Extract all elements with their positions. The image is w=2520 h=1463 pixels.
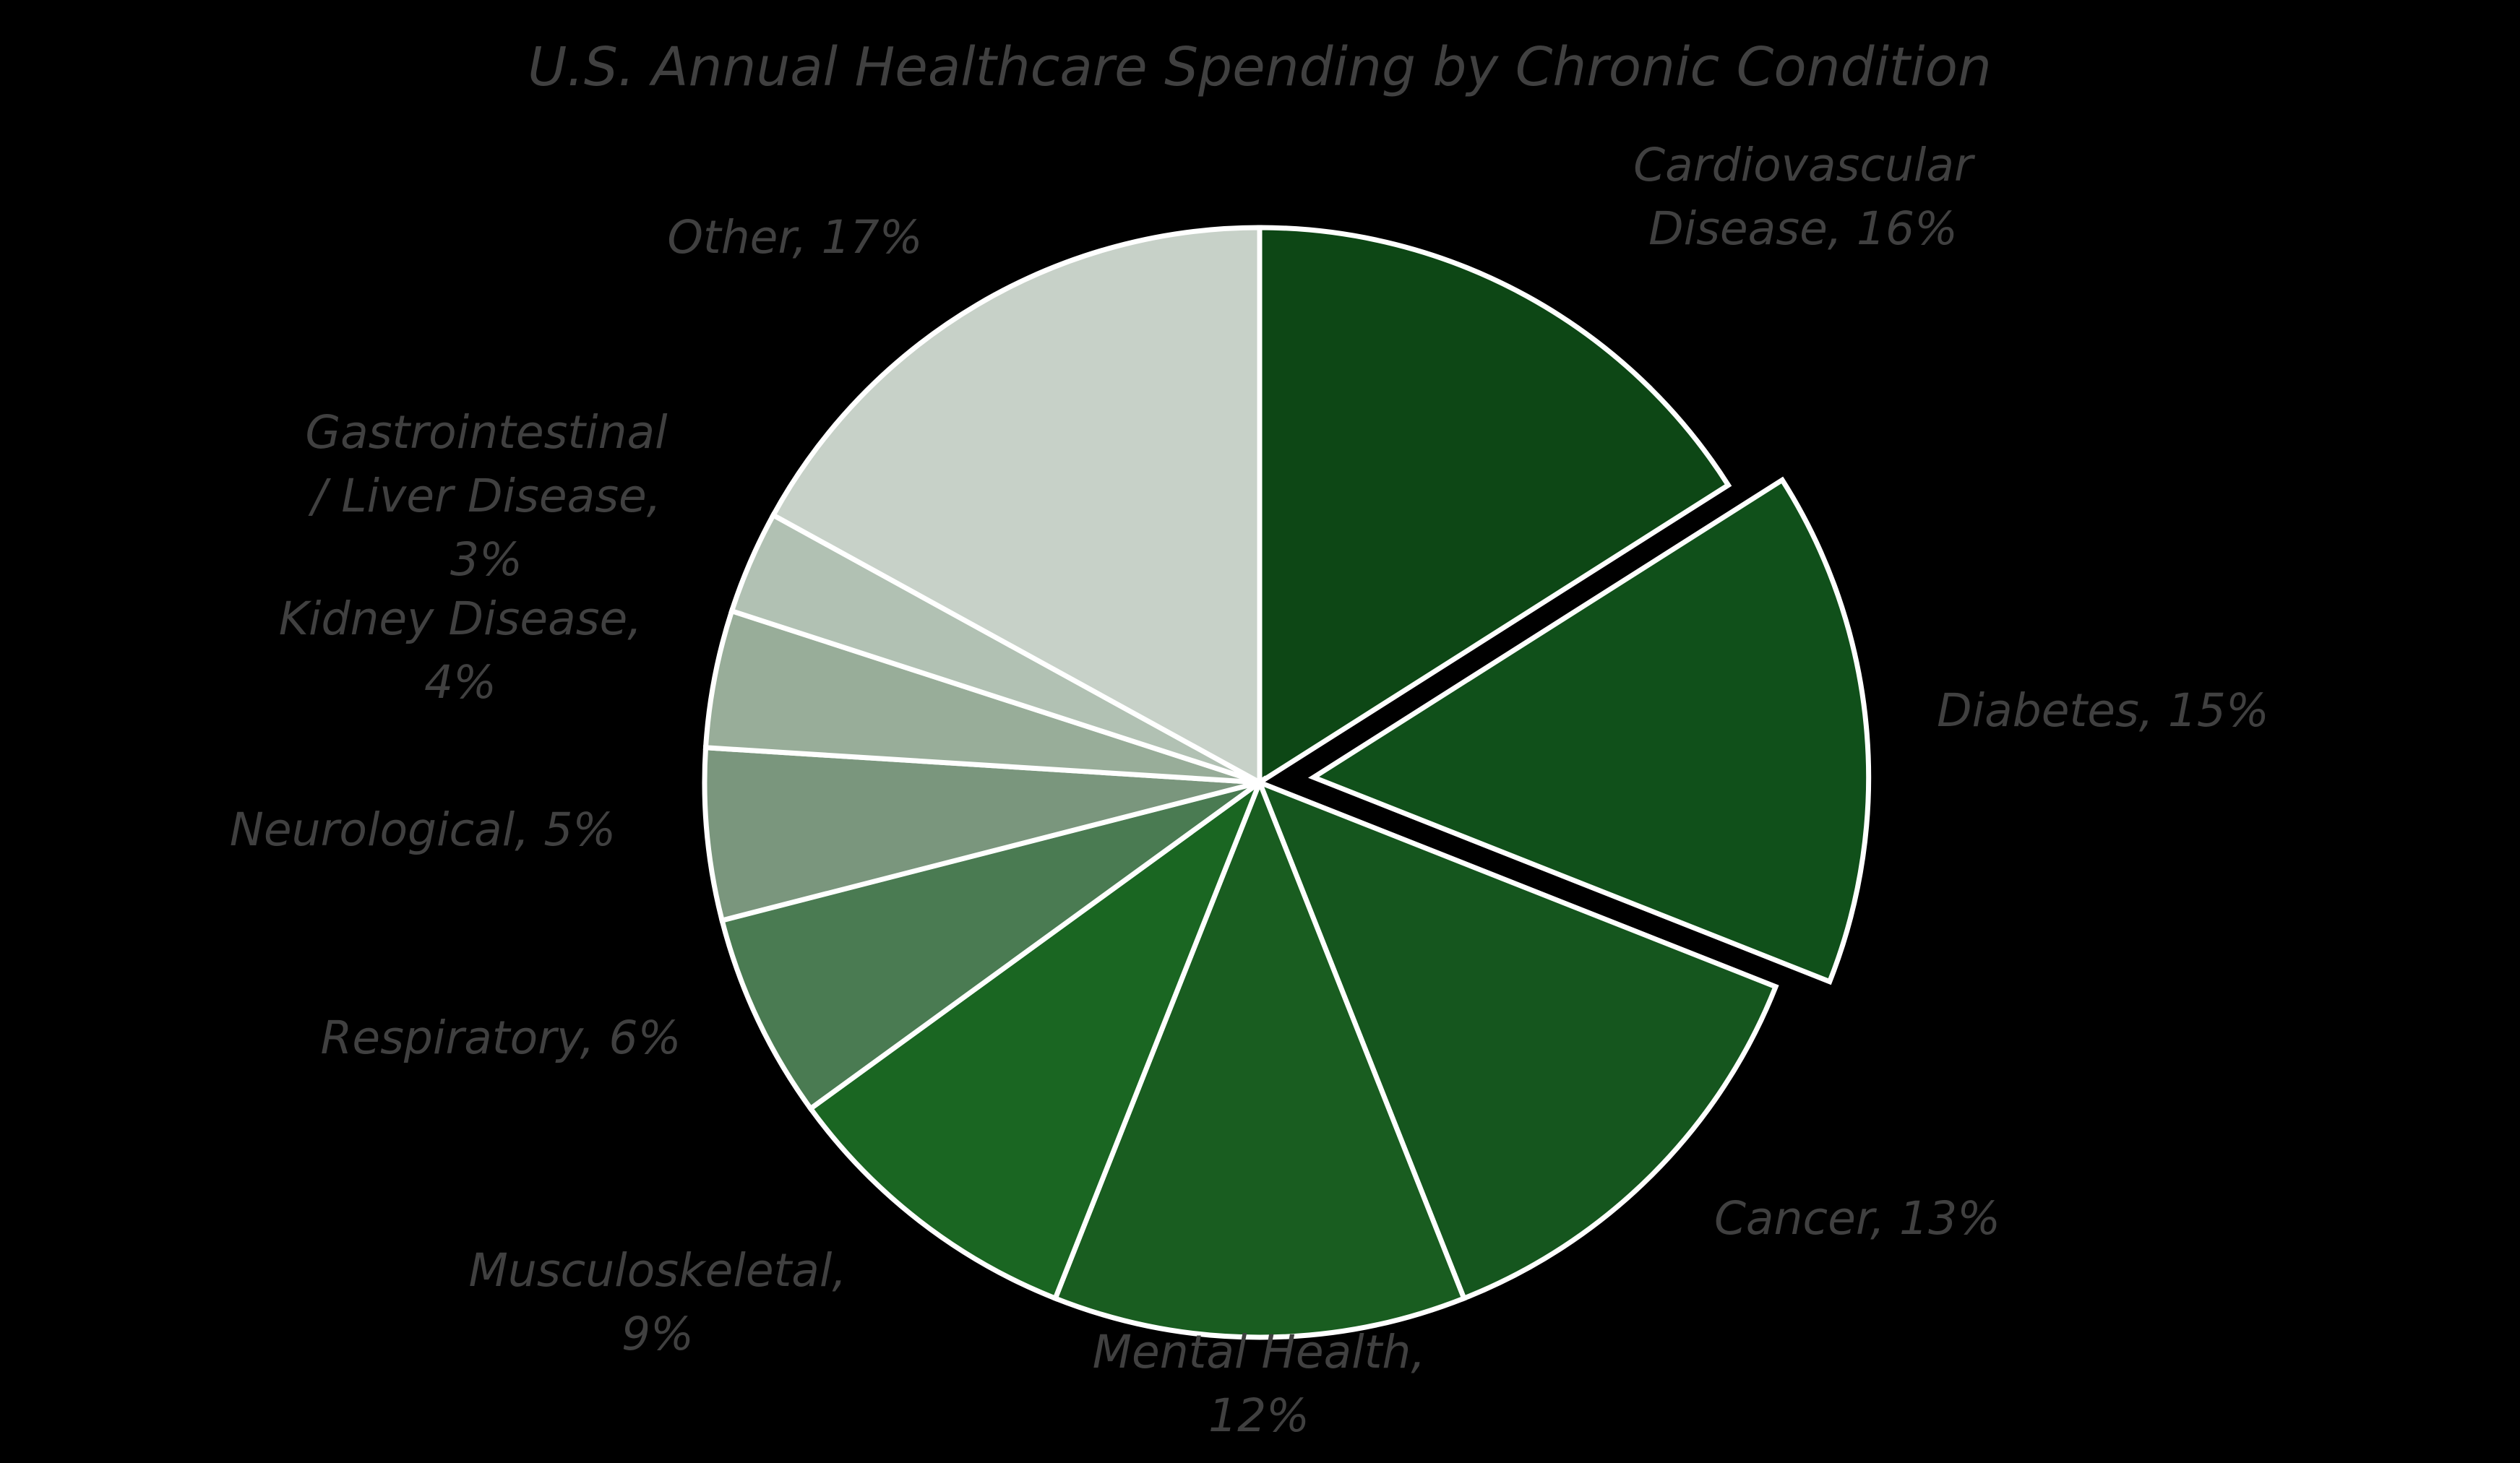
label-other: Other, 17% bbox=[667, 211, 922, 264]
label-line: Mental Health, bbox=[1093, 1326, 1426, 1378]
label-kidney-disease: Kidney Disease, 4% bbox=[279, 592, 642, 709]
label-musculoskeletal: Musculoskeletal, 9% bbox=[469, 1244, 847, 1360]
label-diabetes: Diabetes, 15% bbox=[1937, 684, 2269, 737]
label-line: Cardiovascular bbox=[1633, 139, 1976, 191]
slice-neurological bbox=[702, 745, 1260, 924]
label-cardiovascular-disease: Cardiovascular Disease, 16% bbox=[1633, 139, 1976, 255]
label-line: Disease, 16% bbox=[1648, 202, 1958, 255]
label-line: / Liver Disease, bbox=[308, 470, 661, 522]
label-line: 9% bbox=[622, 1308, 694, 1360]
label-cancer: Cancer, 13% bbox=[1714, 1192, 2000, 1245]
pie-slices bbox=[702, 225, 1872, 1340]
label-line: Respiratory, 6% bbox=[321, 1011, 681, 1064]
label-line: Musculoskeletal, bbox=[469, 1244, 847, 1297]
label-line: 3% bbox=[450, 533, 523, 586]
label-respiratory: Respiratory, 6% bbox=[321, 1011, 681, 1064]
slice-other bbox=[770, 225, 1263, 787]
label-line: Gastrointestinal bbox=[305, 406, 668, 459]
slice-diabetes bbox=[1307, 476, 1872, 985]
slice-mental-health bbox=[1052, 775, 1468, 1340]
chart-title: U.S. Annual Healthcare Spending by Chron… bbox=[528, 36, 1992, 98]
label-line: 4% bbox=[424, 656, 496, 709]
label-line: Diabetes, 15% bbox=[1937, 684, 2269, 737]
label-line: Cancer, 13% bbox=[1714, 1192, 2000, 1245]
slice-cancer bbox=[1255, 777, 1779, 1302]
label-line: Kidney Disease, bbox=[279, 592, 642, 645]
slice-cardiovascular-disease bbox=[1257, 225, 1732, 787]
label-line: Other, 17% bbox=[667, 211, 922, 264]
label-mental-health: Mental Health, 12% bbox=[1093, 1326, 1426, 1442]
label-gastrointestinal-liver-disease: Gastrointestinal / Liver Disease, 3% bbox=[305, 406, 668, 586]
slice-labels: Cardiovascular Disease, 16% Diabetes, 15% C… bbox=[230, 139, 2269, 1442]
label-line: 12% bbox=[1208, 1389, 1310, 1442]
label-line: Neurological, 5% bbox=[230, 803, 616, 856]
slice-respiratory bbox=[718, 780, 1262, 1113]
label-neurological: Neurological, 5% bbox=[230, 803, 616, 856]
slice-musculoskeletal bbox=[807, 775, 1265, 1302]
